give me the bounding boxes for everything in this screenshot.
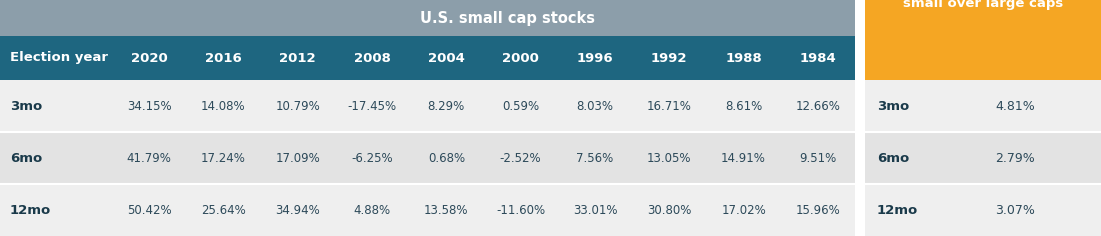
Text: 8.03%: 8.03% — [577, 100, 613, 113]
Text: 8.61%: 8.61% — [724, 100, 762, 113]
Text: 15.96%: 15.96% — [796, 203, 840, 216]
Text: 1996: 1996 — [577, 51, 613, 64]
Bar — [865, 80, 1101, 132]
Bar — [865, 132, 1101, 184]
Text: 8.29%: 8.29% — [427, 100, 465, 113]
Text: 7.56%: 7.56% — [576, 152, 613, 164]
Text: 17.02%: 17.02% — [721, 203, 766, 216]
Text: 2.79%: 2.79% — [995, 152, 1035, 164]
Text: 25.64%: 25.64% — [201, 203, 246, 216]
Text: 12mo: 12mo — [877, 203, 918, 216]
Text: -11.60%: -11.60% — [497, 203, 545, 216]
Text: Election year: Election year — [10, 51, 108, 64]
Text: 1984: 1984 — [799, 51, 837, 64]
Bar — [855, 0, 865, 236]
Text: 3.07%: 3.07% — [995, 203, 1035, 216]
Bar — [0, 184, 855, 236]
Text: -17.45%: -17.45% — [348, 100, 396, 113]
Bar — [865, 44, 1101, 80]
Text: 33.01%: 33.01% — [573, 203, 618, 216]
Text: 2016: 2016 — [205, 51, 242, 64]
Text: 2004: 2004 — [428, 51, 465, 64]
Text: 50.42%: 50.42% — [127, 203, 172, 216]
Text: 9.51%: 9.51% — [799, 152, 837, 164]
Text: 2008: 2008 — [353, 51, 391, 64]
Bar — [865, 0, 1101, 36]
Text: -2.52%: -2.52% — [500, 152, 542, 164]
Text: 34.15%: 34.15% — [127, 100, 172, 113]
Text: 0.68%: 0.68% — [428, 152, 465, 164]
Bar — [0, 80, 855, 132]
Text: 1992: 1992 — [651, 51, 687, 64]
Text: 17.09%: 17.09% — [275, 152, 320, 164]
Text: 3mo: 3mo — [877, 100, 909, 113]
Text: 16.71%: 16.71% — [646, 100, 691, 113]
Text: 3mo: 3mo — [10, 100, 42, 113]
Text: 0.59%: 0.59% — [502, 100, 539, 113]
Text: 2000: 2000 — [502, 51, 539, 64]
Text: 1988: 1988 — [726, 51, 762, 64]
Bar — [865, 184, 1101, 236]
Text: 14.91%: 14.91% — [721, 152, 766, 164]
Text: 2020: 2020 — [131, 51, 167, 64]
Text: 4.81%: 4.81% — [995, 100, 1035, 113]
Text: 2012: 2012 — [280, 51, 316, 64]
Text: 14.08%: 14.08% — [201, 100, 246, 113]
Text: U.S. small cap stocks: U.S. small cap stocks — [419, 10, 595, 25]
Bar — [0, 0, 855, 36]
Text: 10.79%: 10.79% — [275, 100, 320, 113]
Text: Avg. outperformance of
small over large caps: Avg. outperformance of small over large … — [894, 0, 1072, 10]
Text: 12mo: 12mo — [10, 203, 52, 216]
Text: 41.79%: 41.79% — [127, 152, 172, 164]
Bar — [0, 36, 855, 80]
Text: 34.94%: 34.94% — [275, 203, 320, 216]
Text: 6mo: 6mo — [877, 152, 909, 164]
Text: 6mo: 6mo — [10, 152, 42, 164]
Text: 4.88%: 4.88% — [353, 203, 391, 216]
Text: 17.24%: 17.24% — [201, 152, 246, 164]
Bar — [865, 0, 1101, 80]
Text: 13.05%: 13.05% — [647, 152, 691, 164]
Text: 13.58%: 13.58% — [424, 203, 469, 216]
Bar — [0, 132, 855, 184]
Text: 12.66%: 12.66% — [795, 100, 840, 113]
Text: 30.80%: 30.80% — [647, 203, 691, 216]
Text: -6.25%: -6.25% — [351, 152, 393, 164]
